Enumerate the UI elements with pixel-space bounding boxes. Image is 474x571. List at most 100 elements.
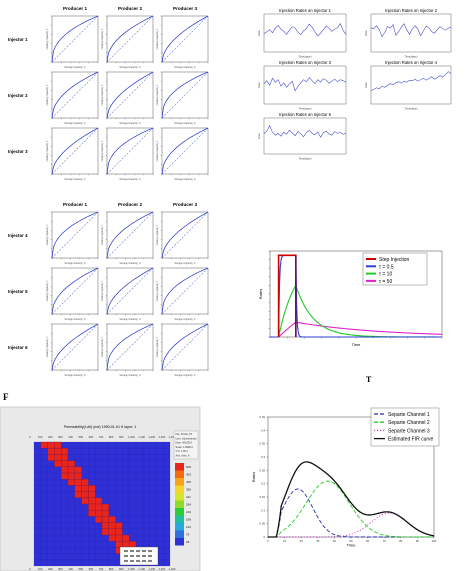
heat-xtick-bottom: 1,300: [158, 567, 165, 571]
ff-xlabel: Storage Capacity, C: [119, 374, 140, 377]
inj-title: Injection Rates on Injector 2: [385, 8, 438, 13]
heat-cell: [102, 529, 109, 535]
heat-info-line: File: 40x40_ST: [176, 433, 193, 436]
heat-colorbar-label: 453: [186, 473, 191, 477]
heat-cell: [48, 448, 55, 454]
heat-cell: [48, 454, 55, 460]
chan-ytick-label: 0: [263, 535, 265, 539]
col-title: Producer 2: [118, 6, 142, 11]
heat-xtick-bottom: 800: [109, 567, 114, 571]
chan-legend-label: Separte Channel 2: [388, 420, 430, 426]
heat-colorbar-swatch: [175, 463, 184, 471]
step-legend-label: τ = 0.5: [379, 264, 394, 270]
heat-colorbar-swatch: [175, 493, 184, 501]
heat-cell: [95, 504, 102, 510]
ff-ylabel: Flowing Capacity, F: [46, 224, 49, 245]
heat-title: Permeability(I-dir) (md) 1990-01-01 K la…: [64, 425, 136, 429]
chan-ytick-label: 0.35: [260, 442, 266, 446]
inj-frame: [264, 66, 346, 104]
heat-xtick-top: 800: [109, 435, 114, 439]
heat-cell: [129, 541, 136, 547]
ff-cell: Storage Capacity, C Flowing Capacity, F: [46, 212, 98, 265]
panel-letter-g: T: [366, 375, 372, 384]
ff-ylabel: Flowing Capacity, F: [156, 280, 159, 301]
ff-ylabel: Flowing Capacity, F: [156, 84, 159, 105]
chan-ytick-label: 0.1: [261, 508, 265, 512]
heat-xtick-bottom: 700: [99, 567, 104, 571]
heat-cell: [95, 498, 102, 504]
row-label: Injector 5: [8, 289, 28, 294]
ff-ylabel: Flowing Capacity, F: [101, 224, 104, 245]
col-title: Producer 1: [63, 6, 87, 11]
chan-ytick-label: 0.4: [261, 428, 265, 432]
ff-xlabel: Storage Capacity, C: [174, 262, 195, 265]
step-ylabel: Rates: [258, 289, 263, 299]
inj-panel: Injection Rates on Injector 2 Time(days) R…: [364, 8, 451, 59]
heat-cell: [116, 523, 123, 529]
heat-cell: [88, 504, 95, 510]
heat-colorbar-swatch: [175, 478, 184, 486]
ff-xlabel: Storage Capacity, C: [64, 122, 85, 125]
permeability-map: Permeability(I-dir) (md) 1990-01-01 K la…: [0, 407, 200, 571]
inj-panel: Injection Rates on Injector 1Time(days)R…: [257, 8, 346, 59]
col-title: Producer 3: [173, 6, 197, 11]
ff-ylabel: Flowing Capacity, F: [101, 84, 104, 105]
channel-fir-chart: 0 10 20 30 40 50 60 70 80 90 100 0 0.05 0.1 0.15 0.2 0.2…: [251, 408, 439, 548]
heat-xtick-top: 200: [48, 435, 53, 439]
chan-xtick-label: 20: [300, 539, 304, 543]
heat-colorbar-label: 169: [186, 518, 191, 522]
row-label: Injector 6: [8, 345, 28, 350]
heat-cell: [95, 510, 102, 516]
ff-xlabel: Storage Capacity, C: [64, 262, 85, 265]
ff-xlabel: Storage Capacity, C: [64, 318, 85, 321]
ff-cell: Storage Capacity, C Flowing Capacity, F: [101, 212, 153, 265]
chan-xtick-label: 100: [432, 539, 437, 543]
inj-xlabel: Time(days): [405, 107, 418, 111]
chan-xtick-label: 30: [316, 539, 320, 543]
inj-panel: Injection Rates on Injector 3Time(days)R…: [257, 60, 346, 111]
inj-frame: [371, 14, 451, 52]
ff-cell: Storage Capacity, C Flowing Capacity, F: [101, 72, 153, 125]
inj-title: Injection Rates on Injector 4: [385, 60, 438, 65]
step-legend-label: Step Injection: [379, 257, 410, 263]
heat-cell: [68, 467, 75, 473]
heat-xtick-bottom: 1,400: [169, 567, 176, 571]
heat-colorbar-label: 405: [186, 480, 191, 484]
ff-cell: Storage Capacity, C Flowing Capacity, F: [156, 16, 208, 69]
heat-info-line: Y/X: 1.00:1: [176, 450, 189, 453]
heat-cell: [88, 485, 95, 491]
heat-cell: [116, 529, 123, 535]
inj-xlabel: Time(days): [299, 157, 312, 161]
ff-ylabel: Flowing Capacity, F: [46, 84, 49, 105]
heat-cell: [61, 461, 68, 467]
heat-colorbar-swatch: [175, 531, 184, 539]
heat-cell: [102, 510, 109, 516]
heat-xtick-bottom: 1,200: [148, 567, 155, 571]
heat-cell: [109, 535, 116, 541]
heat-cell: [88, 498, 95, 504]
heat-xtick-top: 600: [89, 435, 94, 439]
ff-ylabel: Flowing Capacity, F: [156, 28, 159, 49]
heat-xtick-top: 1,300: [158, 435, 165, 439]
ff-xlabel: Storage Capacity, C: [119, 66, 140, 69]
heat-colorbar-swatch: [175, 471, 184, 479]
inj-xlabel: Time(days): [405, 55, 418, 59]
row-label: Injector 4: [8, 233, 28, 238]
heat-colorbar-label: 122: [186, 525, 191, 529]
ff-cell: Storage Capacity, C Flowing Capacity, F: [46, 128, 98, 181]
inj-frame: [264, 118, 346, 154]
heat-cell: [61, 448, 68, 454]
ff-xlabel: Storage Capacity, C: [174, 122, 195, 125]
heat-xtick-bottom: 300: [58, 567, 63, 571]
ff-ylabel: Flowing Capacity, F: [46, 280, 49, 301]
heat-cell: [102, 504, 109, 510]
inj-title: Injection Rates on Injector 3: [279, 60, 332, 65]
inj-ylabel: Rate: [364, 30, 368, 36]
heat-colorbar-label: 264: [186, 503, 191, 507]
heat-xtick-bottom: 400: [68, 567, 73, 571]
heat-cell: [116, 541, 123, 547]
chan-ylabel: Rates: [251, 472, 256, 482]
heat-cell: [82, 498, 89, 504]
col-title: Producer 3: [173, 202, 197, 207]
